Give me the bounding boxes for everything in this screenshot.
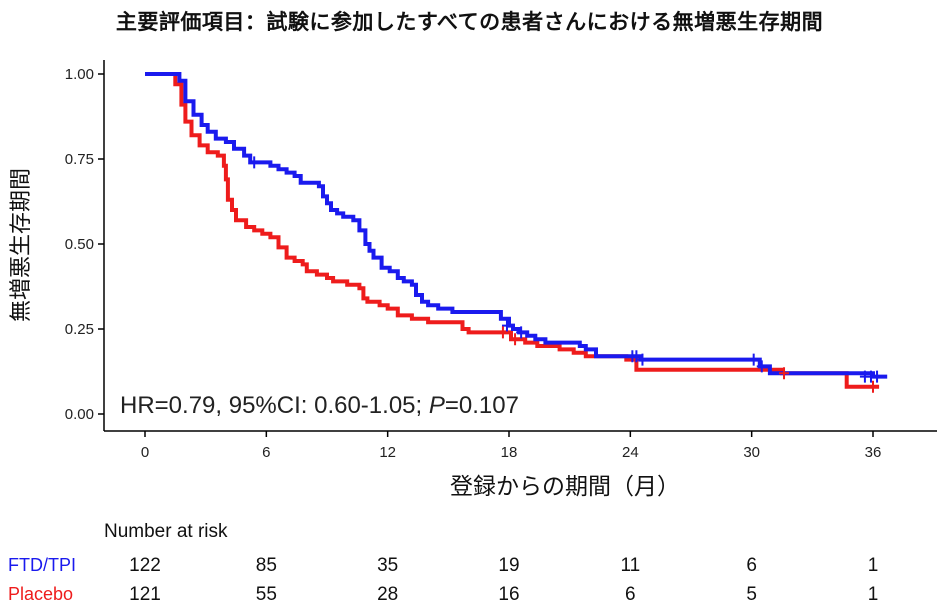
censor-mark — [637, 353, 648, 366]
risk-value: 1 — [868, 555, 879, 576]
risk-table-title: Number at risk — [104, 521, 228, 542]
risk-value: 35 — [377, 555, 398, 576]
risk-row-name: FTD/TPI — [8, 555, 76, 575]
curve-placebo — [145, 72, 880, 389]
y-tick-label: 0.75 — [65, 151, 94, 168]
risk-value: 6 — [746, 555, 757, 576]
x-tick-label: 18 — [501, 444, 518, 461]
y-tick-label: 0.50 — [65, 236, 94, 253]
censor-mark — [748, 353, 759, 366]
risk-value: 16 — [498, 584, 519, 605]
censor-mark — [501, 319, 512, 332]
censor-mark — [779, 367, 790, 380]
risk-value: 122 — [129, 555, 161, 576]
curve-ftd-tpi — [145, 72, 888, 379]
y-tick-label: 0.00 — [65, 406, 94, 423]
risk-table: FTD/TPI 122 85 35 19 11 6 1 Placebo 121 55 28 16 6 5 1 — [8, 555, 878, 605]
x-tick-label: 30 — [743, 444, 760, 461]
x-tick-label: 36 — [865, 444, 882, 461]
censor-mark — [868, 380, 878, 393]
x-axis-label: 登録からの期間（月） — [450, 474, 680, 500]
risk-value: 11 — [620, 555, 640, 576]
x-tick-label: 0 — [141, 444, 149, 461]
risk-value: 28 — [377, 584, 398, 605]
censor-mark — [510, 333, 521, 346]
censor-mark — [872, 370, 883, 383]
y-ticks: 0.00 0.25 0.50 0.75 1.00 — [65, 66, 104, 423]
censor-mark — [249, 156, 260, 169]
risk-value: 85 — [256, 555, 277, 576]
risk-value: 121 — [129, 584, 161, 605]
censor-mark — [756, 360, 767, 373]
censor-mark — [516, 326, 527, 339]
risk-value: 5 — [746, 584, 757, 605]
risk-value: 6 — [625, 584, 636, 605]
x-tick-label: 12 — [379, 444, 396, 461]
risk-value: 55 — [256, 584, 277, 605]
censor-mark — [631, 350, 642, 363]
risk-value: 19 — [498, 555, 519, 576]
y-tick-label: 0.25 — [65, 321, 94, 338]
y-axis-label: 無増悪生存期間 — [9, 168, 34, 322]
survival-curves — [145, 72, 888, 389]
hazard-ratio-annotation: HR=0.79, 95%CI: 0.60-1.05; P=0.107 — [120, 392, 519, 419]
censor-mark — [497, 326, 508, 339]
censor-marks — [249, 156, 883, 393]
x-ticks: 0 6 12 18 24 30 36 — [141, 431, 882, 461]
chart-title: 主要評価項目：試験に参加したすべての患者さんにおける無増悪生存期間 — [115, 10, 824, 34]
risk-value: 1 — [868, 584, 879, 605]
x-tick-label: 24 — [622, 444, 639, 461]
risk-row-name: Placebo — [8, 584, 73, 604]
x-tick-label: 6 — [262, 444, 270, 461]
axes — [103, 60, 937, 432]
y-tick-label: 1.00 — [65, 66, 94, 83]
